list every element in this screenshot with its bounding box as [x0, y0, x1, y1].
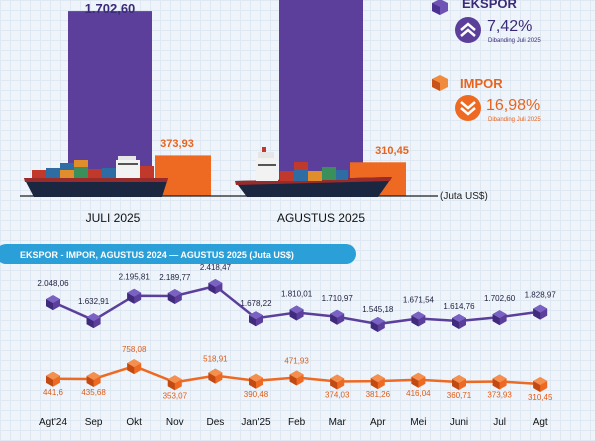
data-point-impor	[411, 372, 426, 388]
data-point-ekspor	[208, 279, 223, 295]
data-label-impor: 374,03	[325, 390, 350, 399]
data-point-impor	[492, 374, 507, 390]
data-point-ekspor	[533, 304, 548, 320]
x-tick-label: Jul	[493, 417, 506, 428]
data-label-ekspor: 1.678,22	[240, 299, 272, 308]
data-label-ekspor: 1.632,91	[78, 297, 110, 306]
data-label-impor: 390,48	[244, 390, 269, 399]
x-tick-label: Nov	[166, 417, 184, 428]
legend-impor-pct: 16,98%	[486, 97, 540, 114]
data-point-impor	[86, 371, 101, 387]
data-point-impor	[330, 374, 345, 390]
data-point-impor	[127, 359, 142, 375]
data-point-ekspor	[411, 311, 426, 327]
section-title: EKSPOR - IMPOR, AGUSTUS 2024 — AGUSTUS 2…	[20, 250, 294, 260]
x-tick-label: Okt	[126, 417, 142, 428]
data-label-ekspor: 1.828,97	[525, 291, 557, 300]
data-point-ekspor	[86, 313, 101, 329]
data-point-impor	[289, 370, 304, 386]
x-tick-label: Agt'24	[39, 417, 67, 428]
data-label-ekspor: 2.195,81	[119, 273, 151, 282]
box-icon	[432, 75, 448, 91]
data-label-impor: 353,07	[163, 391, 188, 400]
bar-label-impor-juli: 373,93	[160, 138, 194, 150]
data-label-ekspor: 2.418,47	[200, 263, 232, 272]
chevron-down-icon	[460, 101, 476, 116]
data-point-impor	[452, 374, 466, 390]
bar-label-impor-agustus: 310,45	[375, 145, 409, 157]
data-label-impor: 441,6	[43, 388, 64, 397]
cargo-ship-icon	[24, 156, 168, 197]
x-tick-label: Juni	[450, 417, 468, 428]
data-label-impor: 373,93	[487, 390, 512, 399]
data-point-impor	[249, 373, 263, 389]
x-tick-label: Feb	[288, 417, 306, 428]
data-label-ekspor: 1.545,18	[362, 305, 394, 314]
data-point-impor	[46, 371, 60, 387]
bar-label-ekspor-juli: 1.702,60	[85, 1, 136, 16]
data-point-ekspor	[330, 309, 345, 325]
data-point-impor	[370, 374, 385, 390]
x-tick-label: Apr	[370, 417, 386, 428]
x-tick-label: Jan'25	[241, 417, 271, 428]
data-label-ekspor: 1.614,76	[443, 302, 475, 311]
legend-impor-name: IMPOR	[460, 76, 503, 91]
legend-ekspor-pct: 7,42%	[487, 18, 532, 35]
data-label-ekspor: 2.189,77	[159, 273, 191, 282]
legend-ekspor-compare: Dibanding Juli 2025	[488, 38, 541, 44]
data-point-ekspor	[492, 310, 507, 326]
data-label-ekspor: 1.671,54	[403, 296, 435, 305]
data-point-ekspor	[127, 288, 142, 304]
data-point-impor	[167, 375, 182, 391]
data-point-ekspor	[452, 313, 466, 329]
data-label-ekspor: 1.710,97	[322, 294, 354, 303]
data-label-impor: 416,04	[406, 389, 431, 398]
data-label-impor: 518,91	[203, 355, 228, 364]
cargo-ship-icon	[235, 147, 392, 197]
data-point-ekspor	[249, 311, 263, 327]
data-label-impor: 360,71	[447, 391, 472, 400]
data-point-ekspor	[167, 288, 182, 304]
data-label-ekspor: 2.048,06	[37, 279, 69, 288]
x-tick-label: Mar	[329, 417, 347, 428]
data-label-ekspor: 1.810,01	[281, 289, 313, 298]
top-bar-chart: 1.702,60 373,93 310,45 (Juta US$) JU	[20, 0, 488, 225]
group-label-juli: JULI 2025	[86, 211, 141, 225]
data-point-ekspor	[289, 305, 304, 321]
bar-ekspor-agustus	[279, 0, 363, 197]
box-icon	[432, 0, 448, 15]
chevron-up-icon	[460, 22, 476, 37]
x-tick-label: Mei	[410, 417, 426, 428]
legend-impor-compare: Dibanding Juli 2025	[488, 117, 541, 123]
data-label-impor: 471,93	[284, 357, 309, 366]
data-point-impor	[208, 368, 223, 384]
x-tick-label: Sep	[85, 417, 103, 428]
data-point-ekspor	[46, 295, 60, 311]
data-label-ekspor: 1.702,60	[484, 294, 516, 303]
legend-ekspor-name: EKSPOR	[462, 0, 518, 11]
group-label-agustus: AGUSTUS 2025	[277, 211, 365, 225]
data-label-impor: 435,68	[81, 388, 106, 397]
data-point-ekspor	[370, 317, 385, 332]
x-tick-label: Agt	[533, 417, 548, 428]
legend-ekspor: EKSPOR 7,42% Dibanding Juli 2025	[432, 0, 541, 44]
line-chart: 2.048,06 1.632,91 2.195,81 2.189,77 2.418,47…	[37, 263, 556, 428]
data-label-impor: 758,08	[122, 345, 147, 354]
section-title-pill	[0, 244, 356, 264]
x-tick-label: Des	[207, 417, 225, 428]
data-point-impor	[533, 377, 548, 392]
data-label-impor: 310,45	[528, 393, 553, 402]
data-label-impor: 381,26	[366, 390, 391, 399]
legend-impor: IMPOR 16,98% Dibanding Juli 2025	[432, 75, 541, 123]
unit-label: (Juta US$)	[440, 191, 488, 202]
